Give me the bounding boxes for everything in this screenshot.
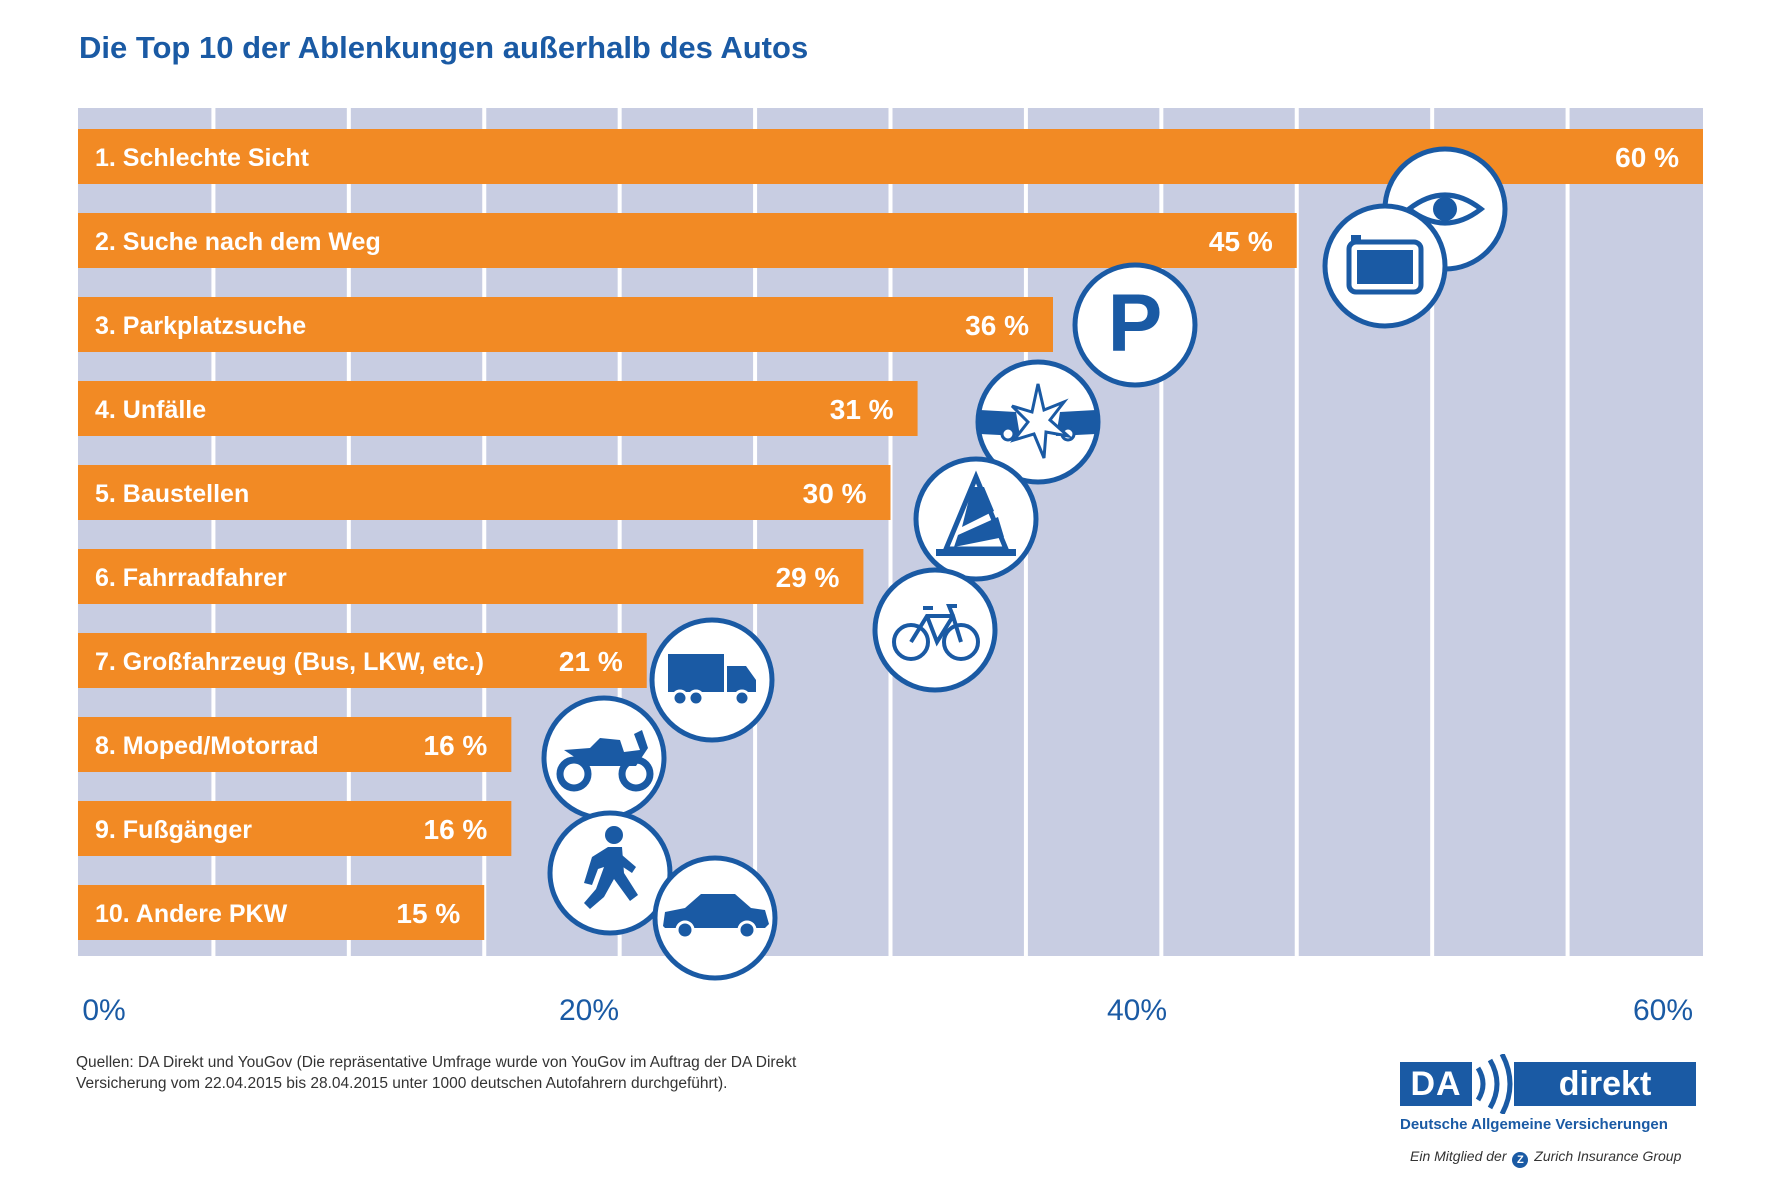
da-direkt-logo: DA direkt Deutsche Allgemeine Versicheru… xyxy=(1400,1040,1700,1170)
bar-value-label: 16 % xyxy=(424,814,488,845)
member-group: Zurich Insurance Group xyxy=(1534,1148,1682,1164)
bar-label: 7. Großfahrzeug (Bus, LKW, etc.) xyxy=(95,648,484,676)
bar xyxy=(78,633,647,688)
bar xyxy=(78,885,485,940)
bar-label: 3. Parkplatzsuche xyxy=(95,312,306,340)
bar-value-label: 31 % xyxy=(830,394,894,425)
bar-value-label: 60 % xyxy=(1615,142,1679,173)
logo-subtitle: Deutsche Allgemeine Versicherungen xyxy=(1400,1116,1668,1133)
bar-label: 9. Fußgänger xyxy=(95,816,252,844)
bar xyxy=(78,549,864,604)
bar xyxy=(78,381,918,436)
x-tick-label: 60% xyxy=(1633,994,1693,1027)
bar-value-label: 21 % xyxy=(559,646,623,677)
car-crash-icon xyxy=(975,359,1101,485)
bar-label: 4. Unfälle xyxy=(95,396,206,424)
car-icon xyxy=(652,855,778,981)
bicycle-icon xyxy=(872,567,998,693)
bar-value-label: 29 % xyxy=(776,562,840,593)
bar-value-label: 45 % xyxy=(1209,226,1273,257)
bar-label: 6. Fahrradfahrer xyxy=(95,564,287,592)
bar-value-label: 15 % xyxy=(396,898,460,929)
member-note: Ein Mitglied der Z Zurich Insurance Grou… xyxy=(1410,1148,1700,1168)
bar-value-label: 16 % xyxy=(424,730,488,761)
parking-icon xyxy=(1072,262,1198,388)
zurich-logo-icon: Z xyxy=(1512,1152,1529,1168)
bar-label: 8. Moped/Motorrad xyxy=(95,732,319,760)
bar xyxy=(78,297,1053,352)
x-tick-label: 20% xyxy=(559,994,619,1027)
bar xyxy=(78,801,512,856)
navigation-device-icon xyxy=(1322,203,1448,329)
x-tick-label: 0% xyxy=(82,994,125,1027)
bar-label: 5. Baustellen xyxy=(95,480,249,508)
member-prefix: Ein Mitglied der xyxy=(1410,1148,1507,1164)
logo-da: DA xyxy=(1400,1062,1472,1106)
pedestrian-icon xyxy=(547,810,673,936)
bar-label: 2. Suche nach dem Weg xyxy=(95,228,381,256)
signal-waves-icon xyxy=(1475,1054,1513,1114)
x-tick-label: 40% xyxy=(1107,994,1167,1027)
bar xyxy=(78,465,891,520)
bar-chart: P xyxy=(78,108,1703,1027)
bar-label: 1. Schlechte Sicht xyxy=(95,144,310,172)
traffic-cone-icon xyxy=(913,456,1039,582)
source-note: Quellen: DA Direkt und YouGov (Die reprä… xyxy=(76,1054,797,1092)
bar-value-label: 30 % xyxy=(803,478,867,509)
bar-value-label: 36 % xyxy=(965,310,1029,341)
truck-icon xyxy=(649,617,775,743)
bar-label: 10. Andere PKW xyxy=(95,900,288,928)
bar xyxy=(78,717,512,772)
bar xyxy=(78,213,1297,268)
motorcycle-icon xyxy=(541,695,667,821)
logo-direkt: direkt xyxy=(1514,1062,1696,1106)
chart-title: Die Top 10 der Ablenkungen außerhalb des… xyxy=(79,30,809,65)
